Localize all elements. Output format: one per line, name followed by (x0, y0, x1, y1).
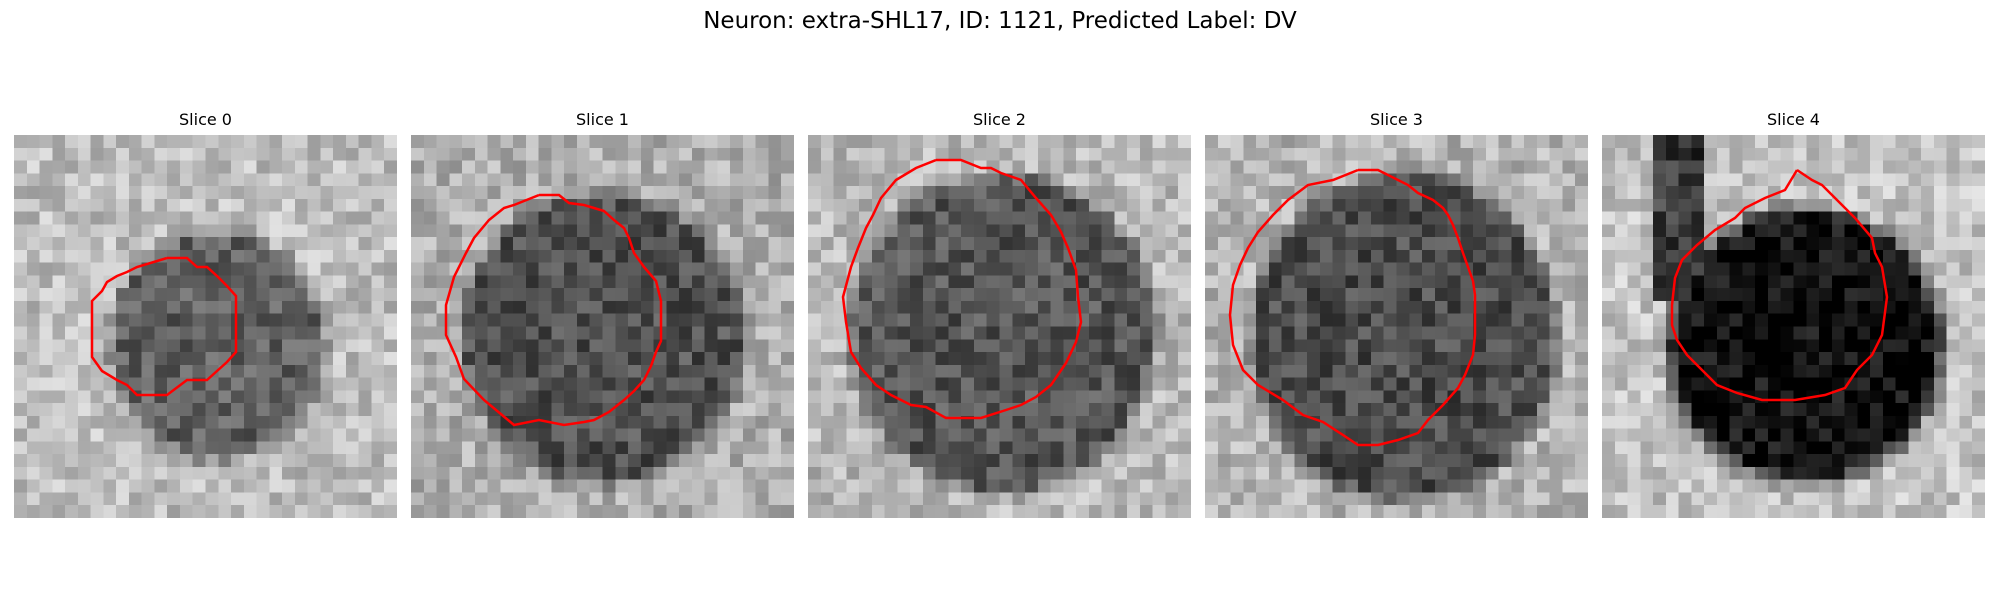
slice-2-image (808, 135, 1191, 518)
figure-title: Neuron: extra-SHL17, ID: 1121, Predicted… (703, 8, 1297, 34)
slice-3-contour (1228, 168, 1477, 447)
slice-0-contour (90, 256, 238, 397)
slice-2-panel (808, 135, 1191, 518)
panel-title-slice-1: Slice 1 (576, 110, 629, 129)
slice-0-image (14, 135, 397, 518)
slice-3-panel (1205, 135, 1588, 518)
slice-3-image (1205, 135, 1588, 518)
slice-2-contour (841, 158, 1083, 420)
slice-4-panel (1602, 135, 1985, 518)
panel-title-slice-4: Slice 4 (1767, 110, 1820, 129)
panel-title-slice-0: Slice 0 (179, 110, 232, 129)
slice-1-contour (444, 193, 663, 427)
slice-1-panel (411, 135, 794, 518)
panel-title-slice-3: Slice 3 (1370, 110, 1423, 129)
slice-4-contour (1670, 168, 1889, 402)
slice-4-image (1602, 135, 1985, 518)
slice-0-panel (14, 135, 397, 518)
slice-1-image (411, 135, 794, 518)
panel-title-slice-2: Slice 2 (973, 110, 1026, 129)
